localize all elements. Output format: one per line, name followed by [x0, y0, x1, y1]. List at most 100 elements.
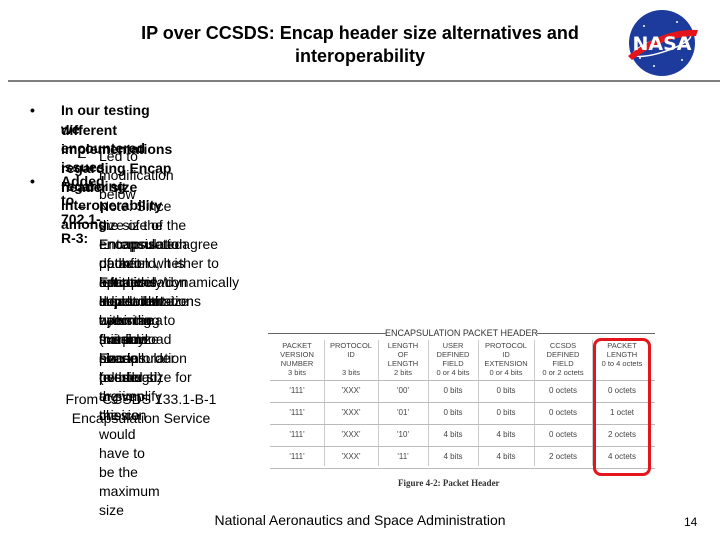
column-header-line: PROTOCOL	[485, 341, 527, 350]
table-cell: 'XXX'	[341, 430, 361, 439]
column-divider	[534, 340, 535, 466]
column-header-line: VERSION	[280, 350, 314, 359]
column-header-line: 2 bits	[394, 368, 412, 377]
note-line: suitable over all possibl	[99, 331, 148, 385]
slide-title-line1: IP over CCSDS: Encap header size alterna…	[141, 23, 579, 43]
column-divider	[592, 340, 593, 466]
column-header-line: DEFINED	[546, 350, 580, 359]
title-divider	[8, 80, 720, 82]
column-header-line: LENGTH	[387, 341, 419, 350]
figure-title-text: ENCAPSULATION PACKET HEADER	[384, 328, 539, 338]
table-cell: '111'	[289, 430, 305, 439]
column-header: PACKET VERSION NUMBER 3 bits	[270, 341, 324, 377]
column-header: LENGTH OF LENGTH 2 bits	[378, 341, 428, 377]
table-cell: 4 octets	[607, 452, 636, 461]
column-header-line: PACKET	[282, 341, 312, 350]
slide-title-line2: interoperability	[294, 46, 426, 66]
bullet-1-line1: In our testing we encountered issues reg…	[61, 102, 163, 232]
table-cell: '11'	[397, 452, 409, 461]
footer-text: National Aeronautics and Space Administr…	[214, 512, 506, 528]
note-line: size of the encapsulated data field, it …	[99, 217, 201, 328]
note-line: implementation by using a fixed Encapsul…	[99, 293, 194, 423]
column-header-line: DEFINED	[436, 350, 470, 359]
table-cell: 0 bits	[496, 408, 516, 417]
column-header-line: FIELD	[552, 359, 574, 368]
table-cell: 0 bits	[443, 408, 463, 417]
nasa-logo-text: NASA	[633, 33, 692, 55]
column-header-line	[324, 359, 378, 368]
bullet-dot-icon: •	[30, 102, 35, 118]
bullet-1-line2: different implementations regarding Enca…	[61, 122, 173, 195]
column-header-line: 0 or 4 bits	[436, 368, 470, 377]
table-cell: 0 octets	[548, 408, 577, 417]
table-cell: '111'	[289, 408, 305, 417]
column-header: PACKET LENGTH 0 to 4 octets	[592, 341, 652, 377]
column-header-line: 0 to 4 octets	[601, 359, 643, 368]
table-cell: 0 octets	[607, 386, 636, 395]
column-header-line: OF	[397, 350, 409, 359]
packet-header-figure: ENCAPSULATION PACKET HEADER Figure 4-2: …	[268, 328, 655, 494]
bullet-2-text: Added to 702.1-R-3:	[61, 173, 105, 246]
table-cell: '111'	[289, 452, 305, 461]
column-header-line: PACKET	[607, 341, 637, 350]
figure-caption: Figure 4-2: Packet Header	[398, 478, 500, 488]
dash-icon: –	[78, 148, 86, 164]
column-header: PROTOCOL ID 3 bits	[324, 341, 378, 377]
table-cell: 0 bits	[443, 386, 463, 395]
column-header-line: USER	[442, 341, 464, 350]
column-header: USER DEFINED FIELD 0 or 4 bits	[428, 341, 478, 377]
table-cell: 2 octets	[548, 452, 577, 461]
column-header-line: ID	[347, 350, 355, 359]
table-cell: 2 octets	[607, 430, 636, 439]
column-header-line: EXTENSION	[484, 359, 528, 368]
row-separator	[270, 446, 655, 447]
column-header-line: NUMBER	[280, 359, 314, 368]
slide-title: IP over CCSDS: Encap header size alterna…	[60, 22, 660, 68]
table-cell: '01'	[397, 408, 409, 417]
table-cell: 4 bits	[496, 430, 516, 439]
note-line: Enterprise to agree upon on whether to a…	[99, 236, 240, 309]
note-line: of the Encapsulation Header size accordi…	[99, 255, 187, 385]
figure-title-rule	[537, 333, 655, 334]
column-header: CCSDS DEFINED FIELD 0 or 2 octets	[534, 341, 592, 377]
table-cell: 1 octet	[609, 408, 634, 417]
table-cell: 0 octets	[548, 386, 577, 395]
nasa-logo-icon: NASA	[628, 10, 698, 76]
caption-line2: Encapsulation Service	[71, 410, 211, 426]
sub-bullet-1-text: Led to modification below	[99, 148, 174, 202]
column-divider	[378, 340, 379, 466]
header-separator	[270, 380, 655, 381]
table-cell: '10'	[397, 430, 409, 439]
figure-title-rule	[268, 333, 386, 334]
figure-source-caption: From CCSDS 133.1-B-1 Encapsulation Servi…	[40, 390, 242, 428]
table-cell: 0 octets	[548, 430, 577, 439]
table-cell: '00'	[397, 386, 409, 395]
column-divider	[478, 340, 479, 466]
column-header-line: 0 or 4 bits	[489, 368, 523, 377]
table-cell: 'XXX'	[341, 408, 361, 417]
column-header-line: LENGTH	[606, 350, 638, 359]
column-divider	[324, 340, 325, 466]
column-divider	[428, 340, 429, 466]
table-cell: 'XXX'	[341, 386, 361, 395]
row-separator	[270, 424, 655, 425]
column-header: PROTOCOL ID EXTENSION 0 or 4 bits	[478, 341, 534, 377]
table-cell: '111'	[289, 386, 305, 395]
dash-icon: –	[78, 198, 86, 214]
page-number: 14	[684, 515, 698, 529]
table-cell: 0 bits	[496, 386, 516, 395]
table-cell: 4 bits	[496, 452, 516, 461]
column-header-line: FIELD	[442, 359, 464, 368]
note-line: Note: Since the size of the Encapsulatio…	[99, 198, 187, 328]
column-header-line: ID	[502, 350, 510, 359]
packet-length-highlight	[593, 338, 651, 476]
column-header-line: PROTOCOL	[330, 341, 372, 350]
row-separator	[270, 402, 655, 403]
caption-line1: From CCSDS 133.1-B-1	[65, 391, 217, 407]
note-line: optimize bandwidth use (minimize header …	[99, 274, 163, 423]
figure-title: ENCAPSULATION PACKET HEADER	[268, 328, 655, 338]
column-header-line: LENGTH	[387, 359, 419, 368]
column-header-line: 3 bits	[342, 368, 360, 377]
table-cell: 4 bits	[443, 430, 463, 439]
column-header-line: 0 or 2 octets	[542, 368, 584, 377]
